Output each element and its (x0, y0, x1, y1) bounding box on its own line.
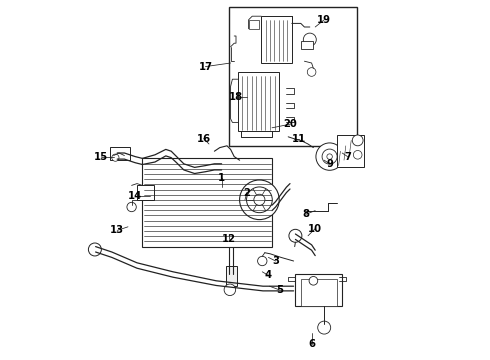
Bar (337, 135, 364, 167)
Circle shape (88, 243, 101, 256)
Text: 2: 2 (244, 188, 250, 198)
Circle shape (240, 180, 279, 220)
Bar (229, 7, 357, 146)
Text: 18: 18 (229, 92, 243, 102)
Text: 9: 9 (326, 159, 333, 169)
Bar (261, 16, 292, 63)
Circle shape (353, 150, 362, 159)
Circle shape (112, 154, 119, 161)
Bar (301, 41, 314, 49)
Circle shape (254, 194, 265, 205)
Circle shape (352, 135, 363, 146)
Circle shape (246, 187, 272, 213)
Bar (226, 266, 237, 286)
Circle shape (127, 202, 136, 212)
Text: 19: 19 (317, 15, 331, 25)
Bar (295, 274, 342, 306)
Circle shape (289, 229, 302, 242)
Circle shape (327, 154, 332, 159)
Text: 17: 17 (198, 62, 212, 72)
Bar (238, 72, 279, 131)
Circle shape (309, 276, 318, 285)
Text: 11: 11 (292, 134, 306, 144)
Text: 16: 16 (196, 134, 211, 144)
Text: 4: 4 (265, 270, 272, 280)
Text: 1: 1 (218, 173, 225, 183)
Text: 8: 8 (303, 209, 310, 219)
Circle shape (318, 321, 331, 334)
Circle shape (316, 143, 343, 170)
Circle shape (303, 33, 316, 46)
Bar (248, 20, 259, 29)
Bar (110, 147, 130, 160)
Text: 15: 15 (94, 152, 108, 162)
Text: 12: 12 (222, 234, 236, 244)
Bar (143, 158, 272, 247)
Circle shape (258, 256, 267, 266)
Bar (301, 279, 337, 306)
Text: 10: 10 (308, 224, 322, 234)
Text: 6: 6 (308, 339, 315, 349)
Text: 20: 20 (283, 119, 297, 129)
Text: 3: 3 (272, 256, 279, 266)
Text: 5: 5 (276, 285, 283, 295)
Circle shape (322, 149, 337, 164)
Circle shape (307, 68, 316, 76)
Text: 13: 13 (110, 225, 124, 235)
Circle shape (224, 284, 236, 296)
Bar (137, 185, 154, 200)
Text: 7: 7 (344, 152, 351, 162)
Text: 14: 14 (128, 191, 142, 201)
